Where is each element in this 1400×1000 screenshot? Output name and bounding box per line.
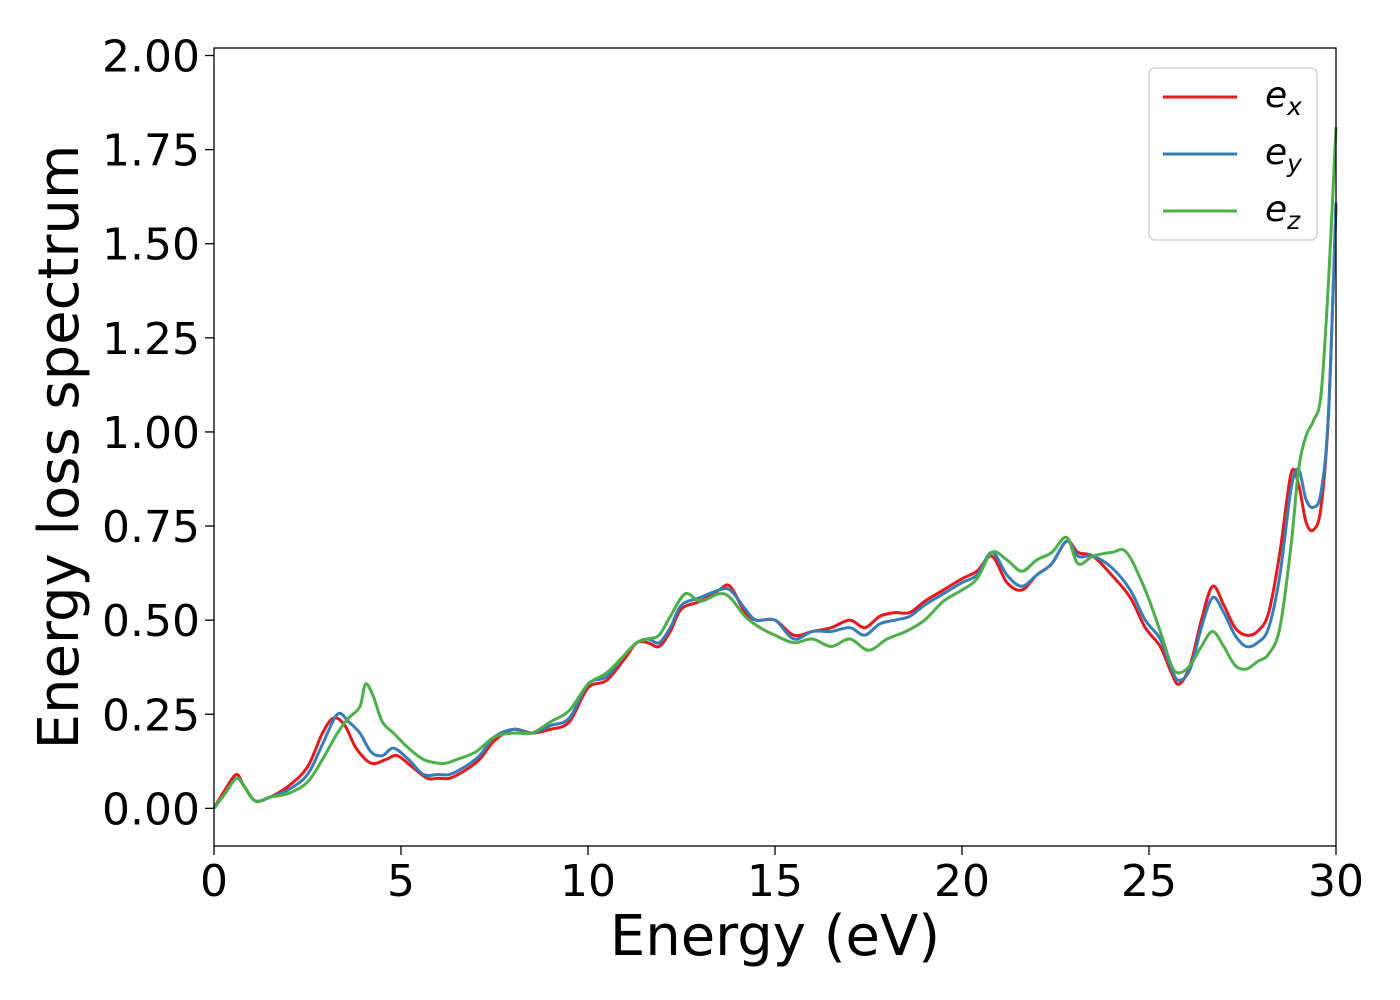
y-tick-label: 0.75 (102, 502, 200, 553)
y-tick-label: 0.25 (102, 690, 200, 741)
legend-label-z: ez (1265, 189, 1301, 235)
series-line-y (212, 202, 1338, 810)
x-tick-label: 20 (934, 856, 990, 907)
y-tick-label: 1.25 (102, 314, 200, 365)
legend-label-x: ex (1265, 75, 1302, 121)
series-line-z (212, 126, 1338, 810)
series-line-x (212, 206, 1338, 810)
x-tick-label: 30 (1308, 856, 1364, 907)
x-tick-label: 25 (1121, 856, 1177, 907)
legend-label-y: ey (1265, 132, 1303, 178)
y-axis-title: Energy loss spectrum (27, 145, 92, 750)
legend: ex ey ez (1148, 67, 1318, 241)
y-tick-label: 0.00 (102, 784, 200, 835)
y-tick-label: 1.00 (102, 408, 200, 459)
x-tick-label: 15 (747, 856, 803, 907)
x-tick-label: 10 (560, 856, 616, 907)
series-layer (212, 126, 1338, 810)
y-axis-ticks: 0.00 0.25 0.50 0.75 1.00 1.25 1.50 1.75 2.00 (102, 32, 214, 835)
y-tick-label: 0.50 (102, 596, 200, 647)
y-tick-label: 2.00 (102, 32, 200, 83)
y-tick-label: 1.50 (102, 220, 200, 271)
x-tick-label: 5 (387, 856, 415, 907)
x-axis-title: Energy (eV) (610, 904, 940, 969)
x-tick-label: 0 (200, 856, 228, 907)
x-axis-ticks: 0 5 10 15 20 25 30 (200, 846, 1364, 907)
y-tick-label: 1.75 (102, 126, 200, 177)
